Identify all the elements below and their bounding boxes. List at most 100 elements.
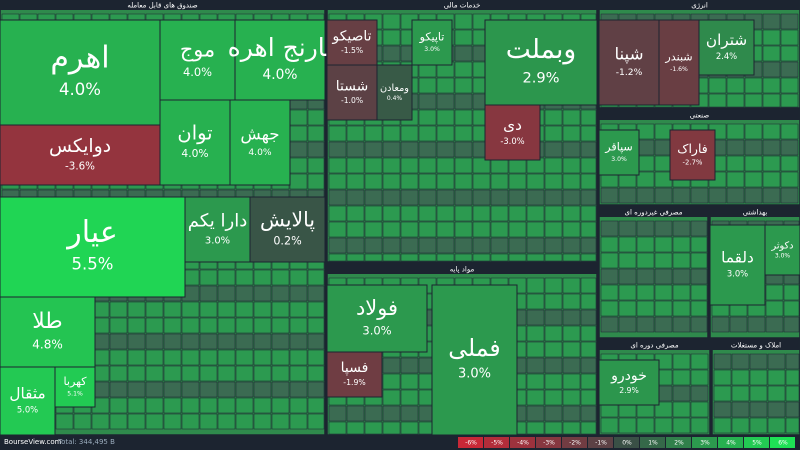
cell-filler [713, 401, 732, 418]
cell-filler [199, 365, 218, 382]
cell-filler [654, 268, 673, 285]
cell-filler [307, 125, 325, 142]
cell-filler [690, 369, 709, 386]
cell-filler [544, 253, 563, 262]
cell-filler [636, 220, 655, 237]
cell-filler [163, 301, 182, 318]
cell-filler [785, 353, 800, 370]
cell-filler [713, 417, 732, 434]
cell-filler [490, 237, 509, 254]
cell-filler [544, 325, 563, 342]
stock-name: شبندر [664, 51, 692, 64]
cell-filler [418, 173, 437, 190]
cell-filler [382, 405, 401, 422]
cell-filler [744, 77, 763, 94]
cell-filler [199, 381, 218, 398]
cell-filler [364, 237, 383, 254]
cell-filler [364, 253, 383, 262]
cell-filler [672, 236, 691, 253]
cell-filler [271, 333, 290, 350]
cell-filler [328, 125, 347, 142]
cell-filler [762, 155, 781, 172]
legend-swatch [640, 437, 665, 448]
cell-filler [726, 77, 745, 94]
cell-filler [508, 221, 527, 238]
cell-filler [454, 141, 473, 158]
stock-change: 4.0% [183, 65, 212, 79]
cell-filler [562, 253, 581, 262]
cell-filler [762, 29, 781, 46]
cell-filler [346, 221, 365, 238]
stock-name: فولاد [356, 296, 398, 320]
cell-filler [765, 284, 784, 301]
cell-filler [181, 317, 200, 334]
cell-filler [382, 205, 401, 222]
stock-name: مثقال [9, 385, 45, 403]
cell-filler [217, 397, 236, 414]
cell-filler [418, 189, 437, 206]
cell-filler [400, 421, 419, 435]
cell-filler [109, 413, 128, 430]
cell-filler [346, 173, 365, 190]
legend-label: -6% [465, 440, 477, 447]
cell-filler [562, 221, 581, 238]
cell-filler [217, 301, 236, 318]
cell-filler [253, 381, 272, 398]
cell-filler [490, 189, 509, 206]
cell-filler [163, 397, 182, 414]
stock-name: شتران [706, 31, 747, 49]
cell-filler [400, 389, 419, 406]
cell-filler [382, 29, 401, 46]
cell-filler [580, 389, 597, 406]
cell-filler [400, 157, 419, 174]
cell-filler [544, 373, 563, 390]
cell-filler [454, 45, 473, 62]
stock-change: 2.4% [716, 51, 737, 61]
cell-filler [490, 253, 509, 262]
sector-header [599, 0, 800, 10]
cell-filler [636, 187, 655, 204]
cell-filler [271, 397, 290, 414]
cell-filler [690, 353, 709, 370]
stock-name: موج [180, 38, 215, 62]
cell-filler [436, 253, 455, 262]
stock-change: -1.5% [341, 46, 363, 55]
cell-filler [654, 284, 673, 301]
cell-filler [307, 349, 325, 366]
cell-filler [654, 171, 673, 188]
cell-filler [253, 285, 272, 302]
cell-filler [271, 301, 290, 318]
stock-change: 4.0% [263, 67, 298, 83]
cell-filler [562, 125, 581, 142]
cell-filler [618, 187, 637, 204]
cell-filler [346, 141, 365, 158]
cell-filler [749, 401, 768, 418]
cell-filler [127, 317, 146, 334]
cell-filler [382, 45, 401, 62]
cell-filler [767, 353, 786, 370]
cell-filler [73, 413, 92, 430]
cell-filler [199, 413, 218, 430]
cell-filler [562, 205, 581, 222]
cell-filler [672, 252, 691, 269]
cell-filler [289, 333, 308, 350]
cell-filler [562, 389, 581, 406]
cell-filler [562, 341, 581, 358]
cell-filler [780, 155, 799, 172]
stock-name: طلا [32, 309, 62, 334]
cell-filler [636, 252, 655, 269]
cell-filler [508, 237, 527, 254]
cell-filler [217, 413, 236, 430]
cell-filler [199, 317, 218, 334]
cell-filler [382, 125, 401, 142]
cell-filler [400, 221, 419, 238]
cell-filler [307, 413, 325, 430]
cell-filler [580, 253, 597, 262]
cell-filler [454, 125, 473, 142]
cell-filler [199, 301, 218, 318]
cell-filler [307, 157, 325, 174]
cell-filler [744, 93, 763, 108]
cell-filler [181, 333, 200, 350]
cell-filler [382, 189, 401, 206]
site-name: BourseView.com [4, 438, 62, 446]
